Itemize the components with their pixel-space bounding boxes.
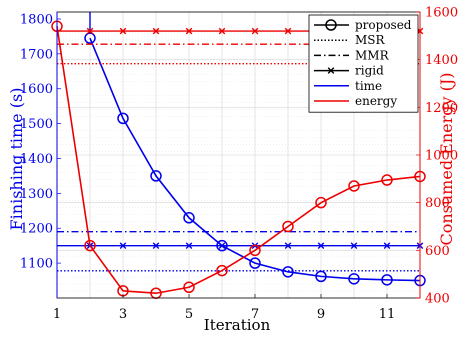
x-axis-label: Iteration bbox=[204, 316, 271, 334]
data-point-energy-proposed bbox=[216, 264, 228, 277]
data-point-time-rigid bbox=[185, 242, 193, 249]
data-point-energy-proposed bbox=[183, 281, 195, 294]
data-point-time-rigid bbox=[119, 242, 127, 249]
data-point-energy-rigid bbox=[185, 27, 193, 35]
data-point-energy-proposed bbox=[282, 220, 294, 233]
data-point-energy-rigid bbox=[218, 27, 226, 35]
data-point-time-proposed bbox=[84, 32, 96, 44]
left-y-tick-label: 1500 bbox=[20, 117, 53, 132]
x-tick-label: 5 bbox=[185, 307, 193, 322]
legend-label-rigid: rigid bbox=[355, 64, 384, 78]
right-y-tick-label: 600 bbox=[425, 244, 450, 259]
data-point-energy-proposed bbox=[84, 239, 96, 252]
legend-label-MSR: MSR bbox=[355, 33, 386, 47]
data-point-energy-rigid bbox=[251, 27, 259, 35]
legend-label-time: time bbox=[355, 79, 382, 93]
left-y-tick-label: 1800 bbox=[20, 12, 53, 27]
data-point-energy-proposed bbox=[381, 174, 393, 186]
data-point-time-proposed bbox=[183, 212, 195, 224]
data-point-time-rigid bbox=[350, 242, 358, 249]
left-y-tick-label: 1300 bbox=[20, 187, 53, 202]
left-y-tick-label: 1200 bbox=[20, 222, 53, 237]
legend-box bbox=[308, 14, 419, 113]
legend-label-MMR: MMR bbox=[355, 48, 390, 62]
data-point-time-rigid bbox=[383, 242, 391, 249]
right-y-tick-label: 800 bbox=[425, 196, 450, 211]
data-point-time-proposed bbox=[117, 112, 129, 125]
left-y-axis-label: Finishing time (s) bbox=[7, 88, 26, 231]
x-tick-label: 1 bbox=[53, 307, 61, 322]
axes: 1 3 5 7 9 11 1100 1200 1300 1400 1500 1600 1700 1800 4… bbox=[20, 6, 458, 323]
legend-label-energy: energy bbox=[355, 94, 397, 108]
data-point-time-rigid bbox=[218, 242, 226, 249]
right-y-tick-label: 400 bbox=[425, 292, 450, 307]
left-y-tick-label: 1600 bbox=[20, 82, 53, 97]
right-y-tick-label: 1600 bbox=[425, 6, 458, 21]
x-tick-label: 3 bbox=[119, 307, 127, 322]
data-point-energy-proposed bbox=[315, 196, 327, 209]
data-point-time-proposed bbox=[249, 257, 261, 269]
left-y-tick-label: 1700 bbox=[20, 47, 53, 62]
legend-label-proposed: proposed bbox=[355, 18, 412, 32]
right-y-axis-label: Consumed Energy (J) bbox=[437, 72, 456, 245]
data-point-energy-proposed bbox=[348, 180, 360, 192]
right-y-tick-label: 1400 bbox=[425, 53, 458, 68]
data-point-time-rigid bbox=[284, 242, 292, 249]
data-point-time-proposed bbox=[348, 273, 360, 285]
legend-marker-circle bbox=[325, 19, 337, 31]
data-point-time-rigid bbox=[317, 242, 325, 249]
data-point-energy-proposed bbox=[249, 244, 261, 257]
data-point-energy-rigid bbox=[119, 27, 127, 35]
data-point-time-proposed bbox=[150, 170, 162, 182]
series-line-time-proposed bbox=[89, 37, 421, 282]
data-point-time-rigid bbox=[152, 242, 160, 249]
left-y-tick-label: 1400 bbox=[20, 152, 53, 167]
data-point-time-proposed bbox=[282, 266, 294, 278]
series-time-rigid bbox=[57, 242, 424, 249]
data-point-time-proposed bbox=[381, 274, 393, 286]
x-tick-label: 9 bbox=[317, 307, 325, 322]
data-point-energy-rigid bbox=[284, 27, 292, 35]
legend-marker-x bbox=[327, 67, 335, 74]
right-y-tick-label: 1000 bbox=[425, 149, 458, 164]
data-point-energy-rigid bbox=[152, 27, 160, 35]
right-y-tick-label: 1200 bbox=[425, 101, 458, 116]
data-point-energy-rigid bbox=[86, 27, 94, 35]
x-tick-label: 11 bbox=[379, 307, 396, 322]
x-tick-label: 7 bbox=[251, 307, 259, 322]
left-y-tick-label: 1100 bbox=[20, 257, 53, 272]
